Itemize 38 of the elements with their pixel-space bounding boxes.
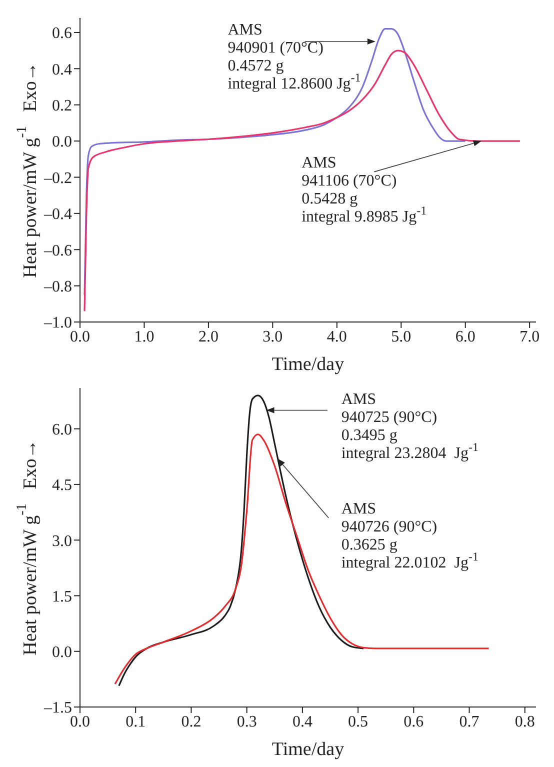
x-tick-label: 0.0 [70,328,90,346]
y-tick-label: –0.2 [43,170,72,187]
y-tick-label: –1.5 [43,700,72,717]
x-tick-label: 0.8 [514,713,535,730]
x-tick-label: 1.0 [134,328,154,346]
y-tick-label: 6.0 [52,421,72,438]
y-tick-label: 0.6 [52,25,72,42]
y-tick-label: –1.0 [43,314,72,332]
y-tick-label: 1.5 [52,588,72,606]
x-tick-label: 4.0 [326,328,347,346]
y-tick-label: –0.6 [43,242,72,260]
x-tick-label: 0.7 [459,713,480,730]
x-axis-title: Time/day [272,354,345,375]
annotation: AMS 940725 (90°C) 0.3495 g integral 23.2804 Jg$^{-1}$ [341,390,478,462]
y-tick-label: 4.5 [52,477,72,494]
y-tick-label: 0.4 [52,61,72,78]
x-tick-label: 0.3 [236,713,257,730]
annotation: AMS 941106 (70°C) 0.5428 g integral 9.8985 Jg$^{-1}$ [302,154,427,226]
y-tick-label: 3.0 [52,532,72,550]
x-tick-label: 5.0 [391,328,412,346]
y-tick-label: 0.2 [52,98,72,115]
x-tick-label: 0.1 [126,713,146,730]
x-tick-label: 0.5 [348,713,368,730]
x-tick-label: 2.0 [198,328,218,346]
annotation: AMS 940726 (90°C) 0.3625 g integral 22.0102 Jg$^{-1}$ [341,500,478,572]
x-axis-title: Time/day [272,739,345,760]
x-tick-label: 3.0 [262,328,283,346]
y-tick-label: 0.0 [52,644,72,662]
annotation: AMS 940901 (70°C) 0.4572 g integral 12.8600 Jg$^{-1}$ [228,22,361,93]
x-tick-label: 0.2 [181,713,202,730]
x-tick-label: 7.0 [520,328,540,346]
x-tick-label: 6.0 [455,328,476,346]
x-tick-label: 0.6 [404,713,424,730]
y-tick-label: –0.8 [43,278,72,296]
x-tick-label: 0.0 [70,713,90,730]
x-tick-label: 0.4 [292,713,312,730]
y-tick-label: –0.4 [43,206,72,224]
y-tick-label: 0.0 [52,134,72,151]
